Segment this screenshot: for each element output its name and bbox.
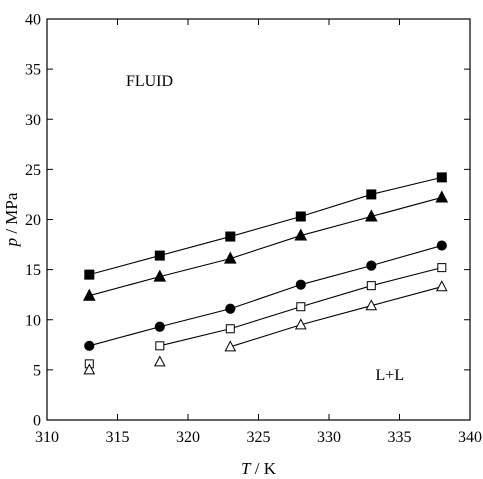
data-point-triangle-filled <box>223 251 237 264</box>
data-point-circle-filled <box>295 279 306 290</box>
plot-border <box>46 18 471 421</box>
data-point-square-filled <box>366 189 377 200</box>
y-tick-label: 35 <box>25 62 41 79</box>
y-axis-variable: p <box>2 238 21 248</box>
y-tick-label: 25 <box>25 162 41 179</box>
series-line <box>89 245 442 347</box>
data-point-triangle-open <box>294 318 307 330</box>
y-tick-label: 20 <box>25 212 41 229</box>
x-tick-label: 330 <box>317 429 341 446</box>
data-point-square-open <box>366 281 376 291</box>
data-point-circle-filled <box>436 240 447 251</box>
x-tick-label: 325 <box>247 429 271 446</box>
data-point-square-filled <box>225 231 236 242</box>
y-axis-unit: / MPa <box>2 192 21 238</box>
plot-frame <box>46 18 471 421</box>
x-tick-label: 340 <box>458 429 482 446</box>
data-point-triangle-open <box>224 340 237 352</box>
x-tick-label: 315 <box>106 429 130 446</box>
y-tick-label: 40 <box>25 12 41 29</box>
x-axis-unit: / K <box>250 459 276 478</box>
axis-ticks: 310 315 320 325 330 335 340 0 5 10 15 20 25 30 35 40 <box>25 12 482 447</box>
series-line <box>89 196 442 297</box>
data-point-square-filled <box>154 250 165 261</box>
data-point-square-filled <box>436 172 447 183</box>
data-point-triangle-open <box>83 363 96 375</box>
region-label-liquid-liquid: L+L <box>376 367 405 384</box>
data-point-square-open <box>437 263 447 273</box>
data-point-circle-filled <box>154 321 165 332</box>
data-point-square-open <box>296 302 306 312</box>
x-tick-label: 320 <box>176 429 200 446</box>
data-point-square-open <box>155 341 165 351</box>
data-point-triangle-filled <box>435 190 449 203</box>
data-point-triangle-filled <box>294 228 308 241</box>
data-point-triangle-open <box>365 299 378 311</box>
y-tick-label: 5 <box>33 362 41 379</box>
data-point-circle-filled <box>225 303 236 314</box>
region-label-fluid: FLUID <box>126 73 173 90</box>
data-point-triangle-open <box>435 280 448 292</box>
y-tick-label: 0 <box>33 413 41 430</box>
y-axis-label: p / MPa <box>2 192 21 247</box>
y-tick-label: 15 <box>25 262 41 279</box>
data-point-triangle-filled <box>153 269 167 282</box>
data-point-square-open <box>225 324 235 334</box>
data-point-circle-filled <box>366 260 377 271</box>
series-line <box>89 176 442 276</box>
data-point-triangle-filled <box>364 209 378 222</box>
data-point-triangle-open <box>153 355 166 367</box>
y-tick-label: 10 <box>25 312 41 329</box>
data-point-square-filled <box>84 269 95 280</box>
series-lines <box>89 176 442 348</box>
series-line <box>230 286 442 348</box>
series-markers <box>82 172 449 375</box>
x-tick-label: 335 <box>388 429 412 446</box>
y-tick-label: 30 <box>25 112 41 129</box>
data-point-triangle-filled <box>82 288 96 301</box>
x-tick-label: 310 <box>35 429 59 446</box>
x-axis-label: T / K <box>241 459 277 478</box>
data-point-circle-filled <box>84 340 95 351</box>
data-point-square-filled <box>295 211 306 222</box>
chart-texts: T / K p / MPa FLUID L+L <box>2 73 404 478</box>
x-axis-variable: T <box>241 459 252 478</box>
